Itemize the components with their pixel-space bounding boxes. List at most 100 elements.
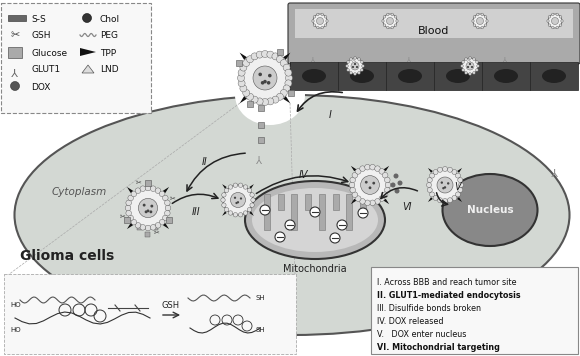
Circle shape <box>356 66 358 68</box>
Circle shape <box>469 63 471 65</box>
Circle shape <box>472 20 474 22</box>
Polygon shape <box>283 53 291 60</box>
Text: GSH: GSH <box>31 31 50 41</box>
Circle shape <box>393 173 398 178</box>
Circle shape <box>552 17 559 25</box>
Text: IV: IV <box>298 170 308 180</box>
Polygon shape <box>222 184 227 189</box>
Circle shape <box>251 96 258 103</box>
Circle shape <box>382 20 384 22</box>
Circle shape <box>128 215 133 221</box>
Circle shape <box>375 199 380 204</box>
Circle shape <box>548 24 550 26</box>
Bar <box>258 137 264 143</box>
Bar <box>319 194 325 230</box>
Circle shape <box>455 192 461 197</box>
Circle shape <box>131 191 137 197</box>
Circle shape <box>145 185 151 191</box>
Circle shape <box>223 185 253 215</box>
Circle shape <box>262 51 269 58</box>
Circle shape <box>383 24 386 26</box>
Circle shape <box>250 203 254 207</box>
Circle shape <box>386 17 393 25</box>
Text: Y: Y <box>408 54 412 60</box>
Circle shape <box>356 169 361 174</box>
Text: Y: Y <box>504 54 508 60</box>
Text: II: II <box>202 157 208 167</box>
Circle shape <box>246 56 253 63</box>
Text: ✂: ✂ <box>136 180 142 186</box>
Circle shape <box>351 62 359 70</box>
Bar <box>237 60 242 66</box>
Circle shape <box>260 205 270 215</box>
Text: PEG: PEG <box>100 31 118 41</box>
Circle shape <box>459 183 463 188</box>
Ellipse shape <box>14 95 570 335</box>
Circle shape <box>135 188 141 193</box>
Circle shape <box>155 188 161 193</box>
Circle shape <box>360 166 365 172</box>
Circle shape <box>548 16 550 18</box>
Circle shape <box>259 73 262 76</box>
Circle shape <box>484 24 487 26</box>
Bar <box>166 218 172 224</box>
Ellipse shape <box>252 188 378 252</box>
Circle shape <box>240 85 247 92</box>
Circle shape <box>379 169 385 174</box>
Polygon shape <box>240 96 247 103</box>
Text: Mitochondria: Mitochondria <box>283 264 347 274</box>
Circle shape <box>354 63 356 65</box>
Polygon shape <box>82 65 94 73</box>
Circle shape <box>560 24 562 26</box>
Circle shape <box>165 200 170 206</box>
FancyBboxPatch shape <box>288 3 580 64</box>
Polygon shape <box>351 199 356 204</box>
Circle shape <box>317 13 319 16</box>
Bar <box>8 15 26 21</box>
Circle shape <box>369 187 371 189</box>
Circle shape <box>238 183 243 187</box>
Circle shape <box>556 26 559 29</box>
Text: Glioma cells: Glioma cells <box>20 249 114 263</box>
Circle shape <box>561 20 563 22</box>
Circle shape <box>466 62 474 70</box>
Circle shape <box>143 204 146 206</box>
Circle shape <box>444 186 446 189</box>
Circle shape <box>394 16 397 18</box>
Text: HO: HO <box>10 327 21 333</box>
Text: S-S: S-S <box>31 15 46 23</box>
Circle shape <box>277 93 284 100</box>
Text: III. Disulfide bonds broken: III. Disulfide bonds broken <box>377 304 481 313</box>
Circle shape <box>229 185 233 189</box>
Circle shape <box>560 16 562 18</box>
Text: Blood: Blood <box>418 26 450 37</box>
Circle shape <box>447 167 452 172</box>
Circle shape <box>229 211 233 215</box>
Polygon shape <box>428 197 433 202</box>
Circle shape <box>429 169 461 201</box>
Text: HO: HO <box>10 302 21 308</box>
Circle shape <box>126 200 132 206</box>
Circle shape <box>330 233 340 243</box>
Circle shape <box>462 61 465 63</box>
Ellipse shape <box>398 69 422 83</box>
Circle shape <box>370 200 375 206</box>
Circle shape <box>397 180 403 185</box>
Bar <box>290 62 578 90</box>
Circle shape <box>385 182 391 188</box>
Bar <box>332 194 339 210</box>
Circle shape <box>277 56 284 63</box>
Circle shape <box>272 53 279 60</box>
Circle shape <box>155 222 161 228</box>
Polygon shape <box>163 223 169 229</box>
Circle shape <box>237 201 239 203</box>
Circle shape <box>326 20 328 22</box>
Circle shape <box>267 51 274 58</box>
Circle shape <box>465 72 467 74</box>
Circle shape <box>379 196 385 201</box>
Circle shape <box>263 80 267 83</box>
Text: ✂: ✂ <box>120 214 126 220</box>
Circle shape <box>238 213 243 217</box>
Bar <box>145 232 150 237</box>
Circle shape <box>224 208 229 212</box>
